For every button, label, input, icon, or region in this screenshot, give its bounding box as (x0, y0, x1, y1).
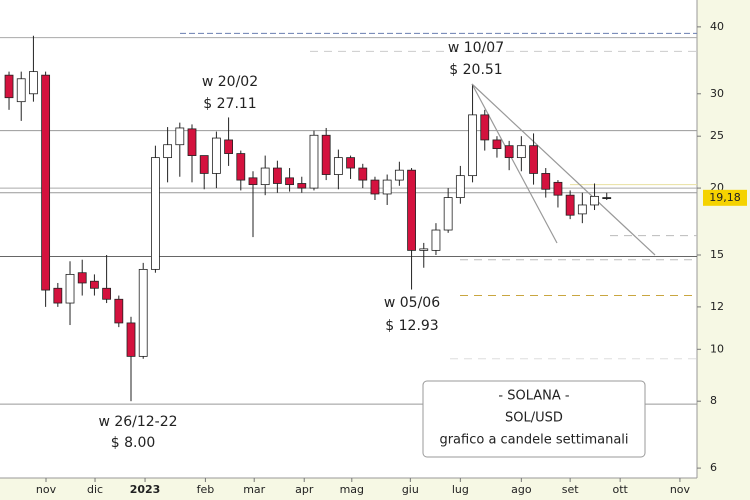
candle-body (553, 181, 563, 196)
annotation: $ 8.00 (111, 435, 156, 451)
candle-body (577, 204, 587, 215)
box-title: SOL/USD (505, 411, 563, 426)
candle-body (443, 197, 453, 231)
candle-body (175, 127, 185, 146)
candle-body (29, 71, 38, 95)
x-tick-label: mar (243, 483, 265, 496)
candle-body (102, 287, 112, 300)
candle-body (407, 169, 416, 251)
candle-body (77, 272, 87, 284)
candle-body (285, 177, 294, 186)
y-tick-label: 30 (710, 87, 724, 100)
trend-line (471, 83, 656, 256)
y-tick-label: 15 (710, 248, 724, 261)
candle-body (65, 273, 75, 304)
candle-body (41, 74, 51, 291)
candle-body (455, 175, 465, 198)
candle-body (541, 173, 551, 190)
candle-body (138, 268, 148, 357)
last-price-box (703, 189, 747, 206)
candle-body (187, 128, 197, 156)
x-axis-area (0, 478, 697, 500)
x-tick-label: mag (340, 483, 364, 496)
annotation: $ 12.93 (385, 318, 438, 334)
candle-body (126, 322, 136, 357)
candle-body (16, 78, 26, 103)
candle-body (565, 194, 575, 216)
last-price-label: 19,18 (709, 191, 741, 204)
candle-body (90, 280, 99, 289)
candle-body (248, 177, 258, 186)
candle-body (394, 169, 404, 181)
candle-body (211, 137, 221, 174)
candle-body (53, 287, 63, 304)
x-tick-label: dic (87, 483, 103, 496)
x-tick-label: ott (612, 483, 628, 496)
candle-body (602, 197, 612, 199)
candle-body (419, 248, 429, 251)
candle-body (480, 114, 490, 141)
annotation: $ 27.11 (203, 96, 256, 112)
legend-box (422, 380, 646, 458)
box-title: - SOLANA - (498, 389, 569, 404)
candle-body (321, 134, 331, 175)
x-tick-label: ago (511, 483, 532, 496)
x-tick-label: nov (36, 483, 57, 496)
box-title: grafico a candele settimanali (439, 433, 628, 448)
y-tick-label: 8 (710, 394, 717, 407)
x-tick-label: feb (197, 483, 215, 496)
candle-body (468, 114, 477, 177)
x-tick-label: giu (402, 483, 419, 496)
candle-body (431, 229, 441, 251)
candle-body (199, 155, 209, 174)
y-tick-label: 12 (710, 300, 724, 313)
candle-body (163, 144, 173, 159)
annotation: w 20/02 (202, 74, 258, 90)
annotation: w 10/07 (448, 40, 504, 56)
candle-body (224, 139, 233, 154)
x-tick-label: 2023 (130, 483, 161, 496)
candle-body (590, 195, 599, 206)
candle-body (358, 167, 368, 181)
candle-body (151, 157, 160, 270)
y-tick-label: 40 (710, 20, 724, 33)
candle-body (504, 145, 514, 159)
x-tick-label: nov (670, 483, 691, 496)
candle-body (4, 74, 14, 99)
candle-body (297, 183, 307, 189)
candle-body (382, 179, 392, 195)
y-tick-label: 10 (710, 342, 724, 355)
candle-body (492, 139, 502, 150)
annotation: w 26/12-22 (98, 414, 177, 430)
x-tick-label: lug (452, 483, 469, 496)
annotation: $ 20.51 (449, 62, 502, 78)
candle-body (516, 145, 526, 159)
candle-body (236, 153, 246, 181)
candle-body (333, 157, 343, 175)
candle-body (346, 157, 355, 169)
x-tick-label: set (562, 483, 579, 496)
candle-body (529, 145, 538, 174)
candle-body (114, 298, 124, 324)
candle-body (370, 179, 380, 195)
y-tick-label: 6 (710, 461, 717, 474)
annotation: w 05/06 (384, 295, 440, 311)
candle-body (260, 167, 270, 186)
trend-line (471, 83, 558, 244)
y-tick-label: 25 (710, 129, 724, 142)
candle-body (309, 134, 319, 189)
x-tick-label: apr (295, 483, 314, 496)
y-axis-area (697, 0, 750, 500)
candle-body (272, 167, 282, 184)
